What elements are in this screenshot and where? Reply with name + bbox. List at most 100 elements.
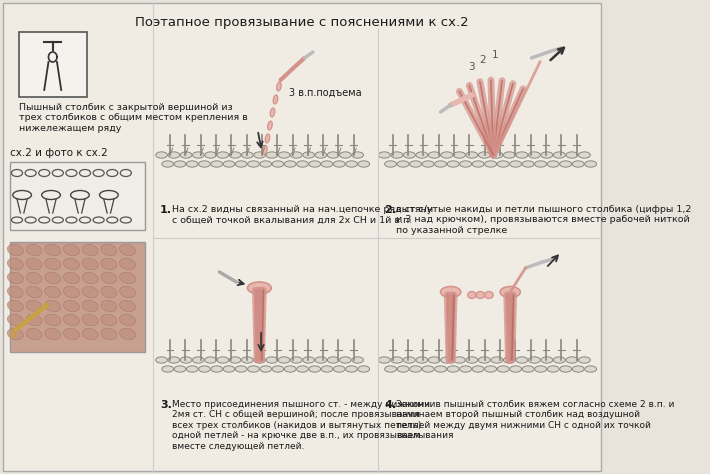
Ellipse shape <box>266 152 278 158</box>
Ellipse shape <box>466 152 478 158</box>
Ellipse shape <box>63 244 80 255</box>
Ellipse shape <box>352 357 364 363</box>
Ellipse shape <box>217 357 229 363</box>
Ellipse shape <box>119 286 136 298</box>
Ellipse shape <box>516 357 528 363</box>
Ellipse shape <box>45 258 61 270</box>
Ellipse shape <box>45 244 61 255</box>
Bar <box>10 162 145 230</box>
Ellipse shape <box>410 161 422 167</box>
Ellipse shape <box>253 152 266 158</box>
Ellipse shape <box>82 328 98 340</box>
Ellipse shape <box>7 244 23 255</box>
Ellipse shape <box>447 366 459 372</box>
Ellipse shape <box>26 314 42 326</box>
Ellipse shape <box>260 366 271 372</box>
Ellipse shape <box>541 357 553 363</box>
Text: вытянутые накиды и петли пышного столбика (цифры 1,2
и 3 над крючком), провязыва: вытянутые накиды и петли пышного столбик… <box>396 205 692 235</box>
Ellipse shape <box>119 314 136 326</box>
Ellipse shape <box>422 161 434 167</box>
Ellipse shape <box>391 152 403 158</box>
Ellipse shape <box>82 244 98 255</box>
Ellipse shape <box>566 152 578 158</box>
Ellipse shape <box>229 357 241 363</box>
Ellipse shape <box>180 357 192 363</box>
Ellipse shape <box>45 328 61 340</box>
Ellipse shape <box>192 357 204 363</box>
Ellipse shape <box>422 366 434 372</box>
Ellipse shape <box>510 366 522 372</box>
Ellipse shape <box>26 258 42 270</box>
Ellipse shape <box>523 161 534 167</box>
Ellipse shape <box>101 314 117 326</box>
Ellipse shape <box>321 161 333 167</box>
Ellipse shape <box>454 152 465 158</box>
Ellipse shape <box>26 301 42 312</box>
Ellipse shape <box>45 301 61 312</box>
Ellipse shape <box>241 357 253 363</box>
Ellipse shape <box>180 152 192 158</box>
Ellipse shape <box>479 357 491 363</box>
Ellipse shape <box>466 357 478 363</box>
Ellipse shape <box>547 366 559 372</box>
Ellipse shape <box>441 357 453 363</box>
Ellipse shape <box>339 152 351 158</box>
Ellipse shape <box>82 314 98 326</box>
Ellipse shape <box>459 161 471 167</box>
Ellipse shape <box>352 152 364 158</box>
Ellipse shape <box>7 258 23 270</box>
Ellipse shape <box>119 301 136 312</box>
Ellipse shape <box>278 357 290 363</box>
Ellipse shape <box>285 366 296 372</box>
Ellipse shape <box>416 357 428 363</box>
Ellipse shape <box>315 152 327 158</box>
Ellipse shape <box>211 366 222 372</box>
Ellipse shape <box>265 134 270 143</box>
Ellipse shape <box>403 152 415 158</box>
Ellipse shape <box>309 161 320 167</box>
Ellipse shape <box>358 161 370 167</box>
Ellipse shape <box>290 152 302 158</box>
Ellipse shape <box>535 161 547 167</box>
Ellipse shape <box>168 357 180 363</box>
Ellipse shape <box>204 357 217 363</box>
Text: 4.: 4. <box>384 400 396 410</box>
Ellipse shape <box>397 161 409 167</box>
Ellipse shape <box>468 292 476 299</box>
Ellipse shape <box>385 366 397 372</box>
Ellipse shape <box>187 366 198 372</box>
Ellipse shape <box>82 301 98 312</box>
Ellipse shape <box>82 258 98 270</box>
Ellipse shape <box>7 314 23 326</box>
Ellipse shape <box>290 357 302 363</box>
Ellipse shape <box>26 328 42 340</box>
Ellipse shape <box>472 161 484 167</box>
Ellipse shape <box>485 292 493 299</box>
Ellipse shape <box>315 357 327 363</box>
Bar <box>18 32 87 97</box>
Ellipse shape <box>440 286 461 298</box>
Ellipse shape <box>260 161 271 167</box>
Ellipse shape <box>174 366 186 372</box>
Ellipse shape <box>346 366 357 372</box>
Text: Поэтапное провязывание с пояснениями к сх.2: Поэтапное провязывание с пояснениями к с… <box>135 16 469 29</box>
Text: 1.: 1. <box>160 205 172 215</box>
Ellipse shape <box>26 244 42 255</box>
Ellipse shape <box>378 357 390 363</box>
Ellipse shape <box>248 282 271 294</box>
Ellipse shape <box>503 357 515 363</box>
Ellipse shape <box>248 161 259 167</box>
Ellipse shape <box>554 152 565 158</box>
Ellipse shape <box>559 161 572 167</box>
Ellipse shape <box>236 161 247 167</box>
Text: Закончив пышный столбик вяжем согласно схеме 2 в.п. и
начинаем второй пышный сто: Закончив пышный столбик вяжем согласно с… <box>396 400 674 440</box>
Ellipse shape <box>397 366 409 372</box>
Ellipse shape <box>297 161 308 167</box>
Ellipse shape <box>321 366 333 372</box>
Ellipse shape <box>155 152 168 158</box>
Ellipse shape <box>63 301 80 312</box>
Ellipse shape <box>435 366 447 372</box>
Ellipse shape <box>585 366 596 372</box>
Ellipse shape <box>334 366 345 372</box>
Ellipse shape <box>253 357 266 363</box>
